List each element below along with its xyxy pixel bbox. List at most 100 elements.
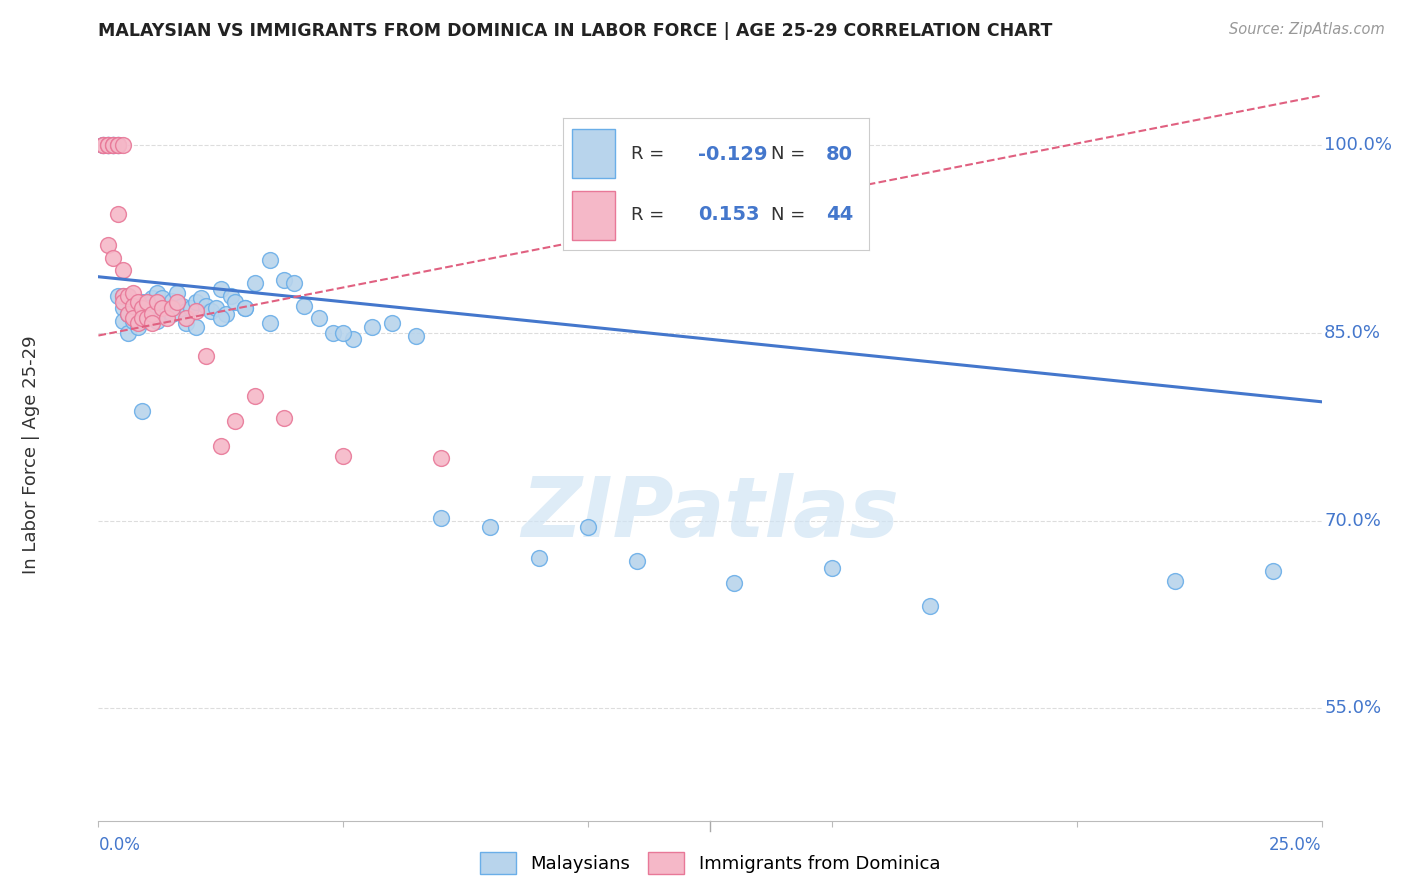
- Point: [107, 138, 129, 153]
- Point: [131, 313, 153, 327]
- Point: [381, 316, 404, 330]
- Point: [107, 138, 129, 153]
- Point: [146, 294, 169, 309]
- Point: [117, 288, 139, 302]
- Text: 0.0%: 0.0%: [98, 836, 141, 854]
- Point: [224, 413, 246, 427]
- Point: [136, 301, 159, 315]
- Point: [259, 316, 281, 330]
- Point: [101, 138, 124, 153]
- Point: [97, 138, 120, 153]
- Point: [127, 316, 149, 330]
- Point: [176, 316, 198, 330]
- Text: 80: 80: [827, 145, 853, 163]
- Point: [243, 276, 266, 290]
- Point: [141, 291, 163, 305]
- Point: [527, 551, 550, 566]
- Point: [243, 388, 266, 402]
- FancyBboxPatch shape: [572, 191, 616, 240]
- Point: [160, 301, 183, 315]
- Point: [430, 451, 453, 466]
- Point: [273, 273, 295, 287]
- Point: [205, 301, 228, 315]
- Point: [97, 138, 120, 153]
- Point: [131, 311, 153, 326]
- Point: [160, 307, 183, 321]
- Point: [209, 282, 232, 296]
- Text: ZIPatlas: ZIPatlas: [522, 473, 898, 554]
- Point: [723, 576, 745, 591]
- Point: [146, 313, 169, 327]
- Point: [292, 298, 315, 312]
- Point: [176, 311, 198, 326]
- Point: [1164, 574, 1187, 588]
- Point: [97, 138, 120, 153]
- Point: [156, 311, 179, 326]
- Point: [150, 307, 173, 321]
- Point: [131, 294, 153, 309]
- Point: [136, 294, 159, 309]
- Text: R =: R =: [630, 145, 669, 163]
- Point: [233, 301, 256, 315]
- Point: [308, 311, 330, 326]
- Text: N =: N =: [772, 205, 811, 224]
- Point: [322, 326, 344, 340]
- Point: [1261, 564, 1284, 578]
- Point: [576, 520, 599, 534]
- Point: [97, 138, 120, 153]
- Text: 44: 44: [827, 205, 853, 224]
- Point: [186, 294, 208, 309]
- Point: [97, 238, 120, 252]
- Text: 25.0%: 25.0%: [1270, 836, 1322, 854]
- Point: [186, 319, 208, 334]
- Text: 55.0%: 55.0%: [1324, 699, 1381, 717]
- Point: [195, 298, 218, 312]
- Point: [259, 253, 281, 268]
- Point: [117, 326, 139, 340]
- Point: [101, 138, 124, 153]
- Point: [127, 294, 149, 309]
- Point: [219, 288, 242, 302]
- Point: [156, 301, 179, 315]
- Point: [107, 138, 129, 153]
- Point: [478, 520, 501, 534]
- Point: [101, 138, 124, 153]
- Text: In Labor Force | Age 25-29: In Labor Force | Age 25-29: [22, 335, 41, 574]
- Point: [136, 301, 159, 315]
- Point: [160, 293, 183, 308]
- Point: [224, 294, 246, 309]
- Point: [233, 301, 256, 315]
- Point: [91, 138, 114, 153]
- Point: [121, 294, 143, 309]
- Text: 85.0%: 85.0%: [1324, 324, 1381, 342]
- Text: 100.0%: 100.0%: [1324, 136, 1392, 154]
- Point: [91, 138, 114, 153]
- Point: [405, 328, 427, 343]
- Point: [273, 411, 295, 425]
- Point: [332, 326, 354, 340]
- Point: [111, 138, 134, 153]
- Point: [111, 313, 134, 327]
- Point: [186, 303, 208, 318]
- FancyBboxPatch shape: [572, 129, 616, 178]
- Point: [111, 288, 134, 302]
- Point: [626, 553, 648, 567]
- Point: [430, 511, 453, 525]
- Point: [170, 298, 193, 312]
- Point: [121, 298, 143, 312]
- Point: [150, 291, 173, 305]
- Point: [121, 313, 143, 327]
- Point: [342, 332, 364, 346]
- Point: [117, 307, 139, 321]
- Point: [195, 349, 218, 363]
- Point: [121, 285, 143, 300]
- Point: [209, 438, 232, 452]
- Text: 0.153: 0.153: [697, 205, 759, 224]
- Text: -0.129: -0.129: [697, 145, 768, 163]
- Text: R =: R =: [630, 205, 675, 224]
- Point: [101, 138, 124, 153]
- Point: [146, 285, 169, 300]
- Point: [136, 311, 159, 326]
- Point: [101, 251, 124, 265]
- Point: [131, 403, 153, 417]
